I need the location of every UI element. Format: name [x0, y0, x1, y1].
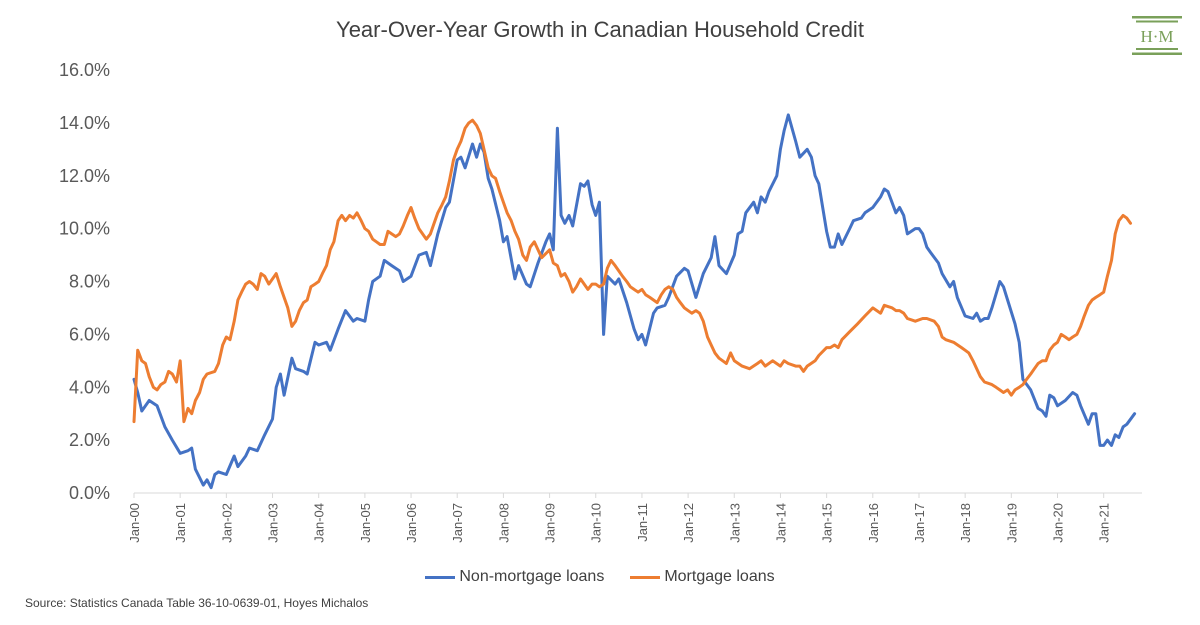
y-tick-label: 6.0% [69, 324, 110, 344]
x-tick-label: Jan-19 [1004, 503, 1019, 543]
x-tick-label: Jan-04 [312, 503, 327, 543]
legend-swatch-mortgage [630, 575, 661, 579]
y-tick-label: 16.0% [59, 60, 110, 80]
logo-text: H·M [1140, 27, 1173, 46]
x-tick-label: Jan-14 [773, 503, 788, 543]
y-tick-label: 0.0% [69, 483, 110, 503]
y-tick-label: 8.0% [69, 272, 110, 292]
y-tick-label: 12.0% [59, 166, 110, 186]
x-tick-label: Jan-17 [912, 503, 927, 543]
series-line-mortgage [132, 118, 1132, 424]
x-tick-label: Jan-01 [173, 503, 188, 543]
x-tick-label: Jan-07 [450, 503, 465, 543]
source-note: Source: Statistics Canada Table 36-10-06… [25, 596, 369, 610]
x-tick-label: Jan-12 [681, 503, 696, 543]
x-tick-label: Jan-15 [820, 503, 835, 543]
series-line-non-mortgage [132, 113, 1137, 490]
x-tick-label: Jan-06 [404, 503, 419, 543]
x-tick-label: Jan-08 [496, 503, 511, 543]
legend-swatch-non-mortgage [425, 575, 456, 579]
chart-title: Year-Over-Year Growth in Canadian Househ… [336, 17, 864, 42]
x-tick-label: Jan-13 [727, 503, 742, 543]
x-tick-label: Jan-10 [589, 503, 604, 543]
x-tick-label: Jan-02 [219, 503, 234, 543]
x-tick-label: Jan-21 [1097, 503, 1112, 543]
legend-label-non-mortgage: Non-mortgage loans [459, 568, 605, 585]
y-tick-label: 14.0% [59, 113, 110, 133]
hoyes-michalos-logo: H·M [1132, 16, 1182, 55]
series-lines [132, 113, 1137, 490]
legend-item-mortgage: Mortgage loans [630, 568, 775, 586]
y-tick-label: 10.0% [59, 219, 110, 239]
y-tick-label: 2.0% [69, 430, 110, 450]
x-tick-label: Jan-00 [127, 503, 142, 543]
x-tick-label: Jan-20 [1050, 503, 1065, 543]
x-axis-ticks: Jan-00 Jan-01 Jan-02 Jan-03 Jan-04 Jan-05 Jan-… [127, 493, 1112, 543]
y-axis-ticks: 0.0% 2.0% 4.0% 6.0% 8.0% 10.0% 12.0% 14.0% 16.0% [59, 60, 110, 503]
x-tick-label: Jan-03 [266, 503, 281, 543]
x-tick-label: Jan-05 [358, 503, 373, 543]
x-tick-label: Jan-18 [958, 503, 973, 543]
line-chart: 0.0% 2.0% 4.0% 6.0% 8.0% 10.0% 12.0% 14.0% 16.0%… [59, 60, 1142, 543]
x-tick-label: Jan-16 [866, 503, 881, 543]
legend-item-non-mortgage: Non-mortgage loans [425, 568, 604, 586]
legend: Non-mortgage loans Mortgage loans [0, 568, 1200, 586]
y-tick-label: 4.0% [69, 377, 110, 397]
x-tick-label: Jan-11 [635, 503, 650, 542]
legend-label-mortgage: Mortgage loans [664, 568, 775, 585]
x-tick-label: Jan-09 [543, 503, 558, 543]
